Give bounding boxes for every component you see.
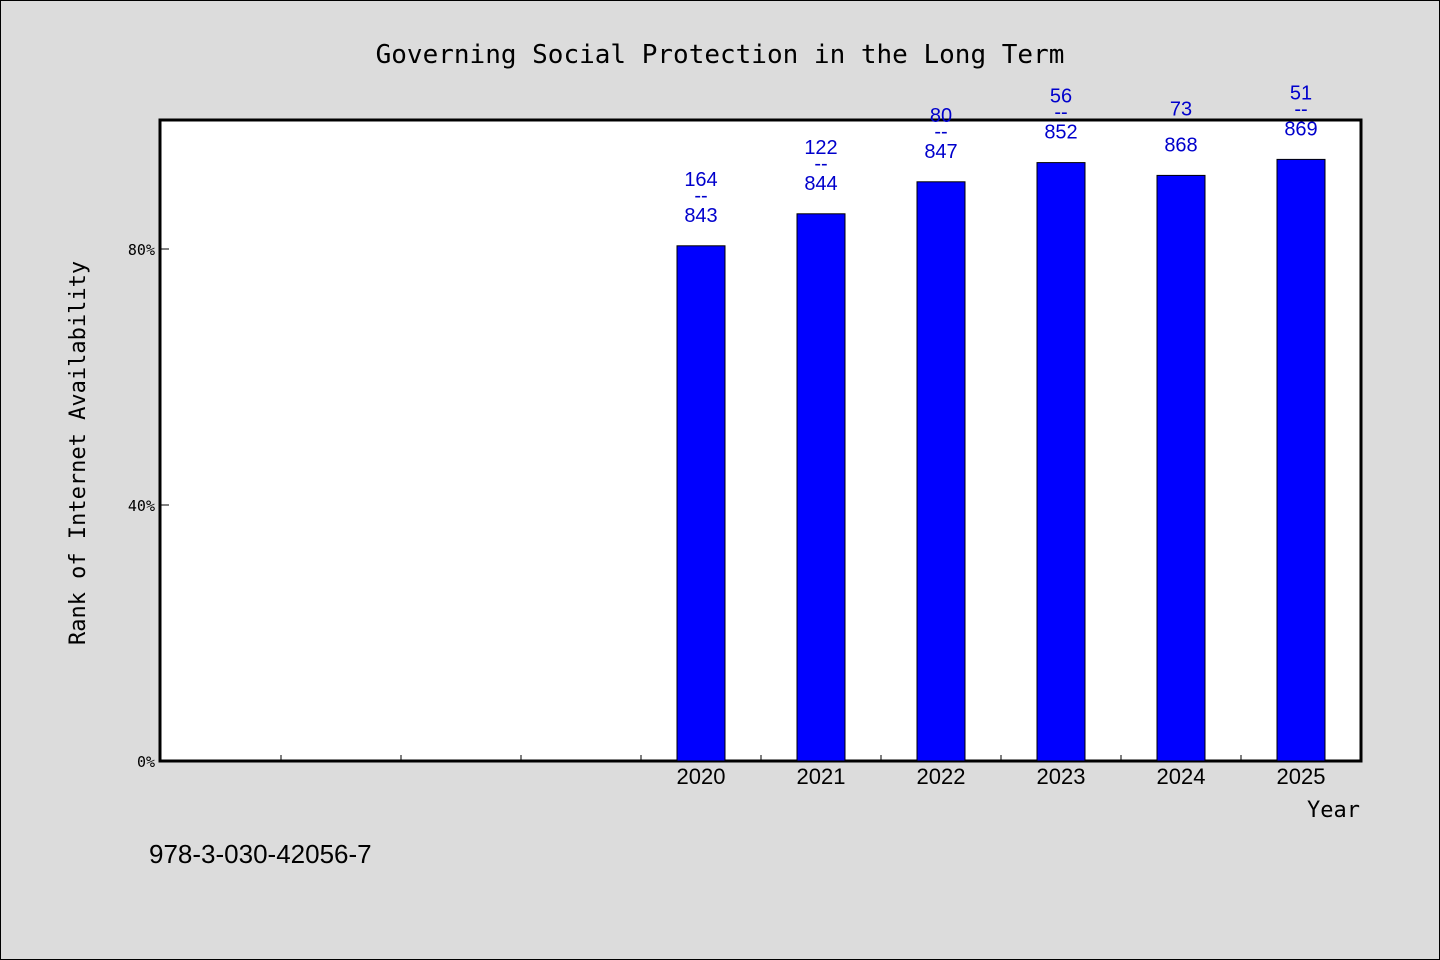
bar-label-sep: -- — [1294, 98, 1307, 120]
bar-label-bottom: 843 — [684, 205, 717, 227]
x-axis: 2020 2021 2022 2023 2024 2025 — [280, 755, 1326, 789]
x-tick-label: 2021 — [797, 764, 846, 789]
y-tick-label: 0% — [137, 753, 155, 771]
bar-2021 — [796, 213, 846, 762]
bar-label-bottom: 869 — [1284, 118, 1317, 140]
bar-label-top: 122 — [804, 137, 837, 159]
y-axis-label: Rank of Internet Availability — [66, 261, 91, 645]
y-tick-label: 40% — [128, 497, 155, 515]
bar-2020 — [676, 245, 726, 762]
bar-2025 — [1276, 158, 1326, 762]
bar-label-bottom: 844 — [804, 173, 837, 195]
x-tick-label: 2022 — [917, 764, 966, 789]
bar-2024 — [1156, 174, 1206, 762]
bar-label-top: 73 — [1170, 98, 1192, 120]
x-tick-label: 2023 — [1037, 764, 1086, 789]
bar-label-sep: -- — [1054, 102, 1067, 124]
bar-label-top: 164 — [684, 169, 717, 191]
bar-2022 — [916, 181, 966, 762]
x-tick-label: 2025 — [1277, 764, 1326, 789]
bar-2023 — [1036, 162, 1086, 762]
bar-label-top: 80 — [930, 105, 952, 127]
bar-label-sep: -- — [694, 185, 707, 207]
bars-layer — [676, 158, 1326, 762]
bar-label-sep: -- — [934, 121, 947, 143]
x-axis-label: Year — [1307, 798, 1360, 823]
bar-label-top: 51 — [1290, 82, 1312, 104]
bar-labels-layer: 843--164 844--122 847--80852--5686873869--… — [684, 82, 1317, 226]
bar-label-top: 56 — [1050, 86, 1072, 108]
x-tick-label: 2024 — [1157, 764, 1206, 789]
x-tick-label: 2020 — [677, 764, 726, 789]
chart-title: Governing Social Protection in the Long … — [376, 40, 1065, 70]
bar-label-bottom: 847 — [924, 141, 957, 163]
y-axis: 0% 40% 80% — [128, 241, 169, 771]
footer-text: 978-3-030-42056-7 — [149, 839, 372, 869]
bar-label-bottom: 868 — [1164, 134, 1197, 156]
y-tick-label: 80% — [128, 241, 155, 259]
bar-label-sep: -- — [814, 153, 827, 175]
bar-label-bottom: 852 — [1044, 122, 1077, 144]
